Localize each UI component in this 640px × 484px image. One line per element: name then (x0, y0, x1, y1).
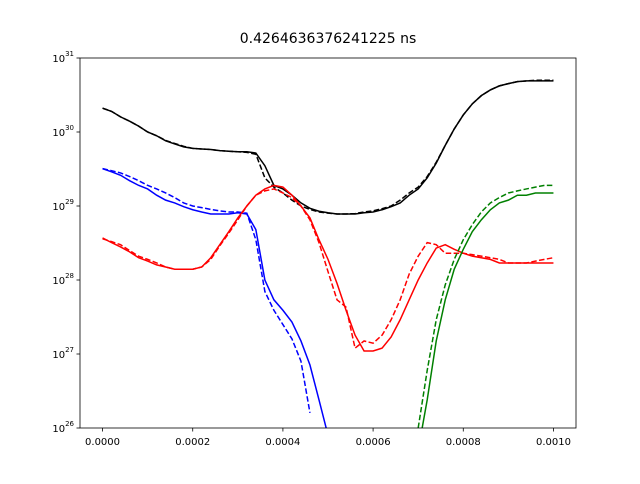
chart-title: 0.4264636376241225 ns (240, 31, 417, 47)
x-tick-label: 0.0010 (536, 437, 571, 448)
x-tick-label: 0.0004 (265, 437, 300, 448)
x-tick-label: 0.0008 (446, 437, 481, 448)
plot-area (102, 79, 554, 428)
y-tick-label: 1026 (52, 420, 74, 435)
axes-frame (79, 57, 577, 429)
data-line (102, 79, 554, 215)
data-line (102, 188, 554, 350)
y-tick-label: 1030 (52, 124, 74, 139)
data-line (417, 184, 554, 428)
y-tick-label: 1031 (52, 50, 74, 65)
data-line (421, 192, 554, 428)
x-tick-label: 0.0006 (356, 437, 391, 448)
data-line (102, 167, 311, 414)
x-tick-label: 0.0000 (85, 437, 120, 448)
y-tick-label: 1027 (52, 346, 74, 361)
data-line (102, 167, 327, 428)
x-tick-label: 0.0002 (175, 437, 210, 448)
y-tick-label: 1029 (52, 198, 74, 213)
y-tick-label: 1028 (52, 272, 74, 287)
